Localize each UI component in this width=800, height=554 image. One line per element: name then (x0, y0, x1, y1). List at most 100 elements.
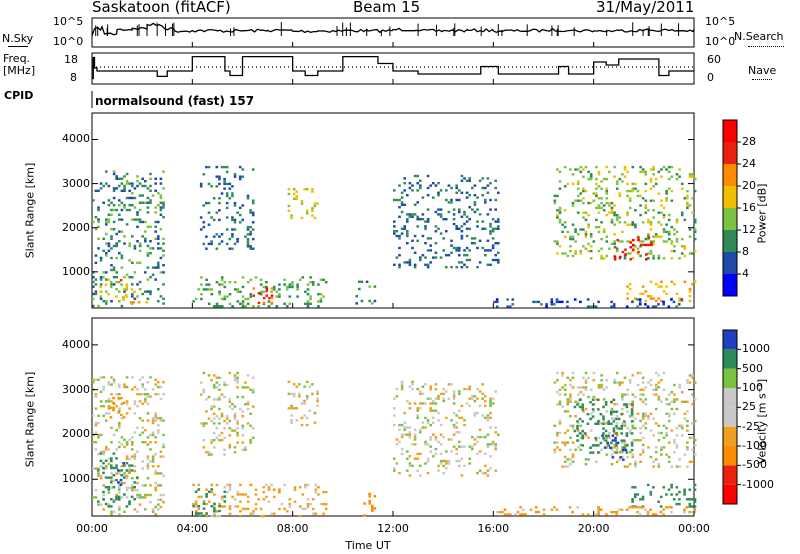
velocity-cell (146, 462, 150, 465)
velocity-cell (683, 417, 687, 420)
power-cell (120, 266, 124, 269)
velocity-cell (223, 486, 227, 489)
velocity-cell (595, 398, 598, 401)
power-cell (574, 230, 577, 234)
power-cell (398, 246, 401, 250)
power-cell (667, 213, 671, 217)
velocity-cell (678, 490, 681, 494)
velocity-cell (675, 486, 679, 489)
power-cell (691, 175, 694, 178)
velocity-cell (118, 484, 121, 487)
velocity-cell (665, 427, 668, 430)
power-cell (419, 256, 422, 259)
velocity-cell (223, 448, 226, 451)
power-cell (481, 246, 484, 250)
power-cell (424, 263, 427, 266)
velocity-cell (223, 381, 226, 384)
power-cell (283, 278, 286, 281)
power-cell (231, 233, 234, 236)
power-cell (631, 249, 635, 253)
power-cell (450, 201, 453, 204)
velocity-cell (128, 471, 131, 474)
power-cell (159, 228, 163, 231)
velocity-cell (316, 390, 319, 393)
velocity-cell (393, 423, 396, 427)
power-cell (149, 184, 152, 188)
velocity-cell (641, 498, 645, 501)
velocity-cell (683, 508, 686, 511)
velocity-cell (602, 415, 605, 418)
velocity-cell (437, 440, 440, 444)
velocity-cell (693, 439, 697, 442)
velocity-cell (445, 416, 448, 420)
velocity-cell (670, 493, 673, 496)
velocity-cell (236, 379, 239, 382)
power-cell (205, 288, 208, 291)
velocity-cell (644, 386, 648, 389)
power-cell (460, 174, 464, 178)
velocity-cell (205, 495, 208, 498)
velocity-cell (628, 431, 632, 435)
power-cell (154, 230, 157, 233)
velocity-cell (628, 429, 632, 432)
velocity-cell (141, 393, 144, 396)
power-cell (424, 256, 427, 259)
velocity-cell (639, 427, 642, 430)
power-cell (136, 218, 139, 221)
velocity-cell (662, 371, 666, 375)
power-cell (657, 303, 660, 306)
velocity-cell (138, 400, 142, 403)
power-cell (688, 204, 692, 207)
velocity-cell (283, 507, 286, 511)
velocity-cell (657, 386, 661, 389)
power-cell (600, 237, 603, 241)
velocity-colorbar-tick-label: -100 (742, 439, 767, 452)
power-cell (600, 201, 603, 205)
velocity-cell (197, 505, 201, 508)
velocity-cell (563, 383, 567, 387)
velocity-cell (92, 381, 95, 384)
velocity-cell (311, 507, 315, 511)
power-cell (486, 184, 490, 187)
velocity-cell (429, 445, 432, 448)
velocity-cell (569, 436, 572, 439)
power-cell (632, 243, 635, 247)
power-cell (631, 245, 635, 248)
velocity-cell (218, 383, 221, 387)
power-cell (621, 250, 625, 254)
velocity-cell (154, 383, 157, 386)
velocity-cell (311, 392, 314, 396)
velocity-cell (213, 514, 216, 517)
power-cell (595, 192, 598, 195)
velocity-cell (631, 439, 635, 442)
velocity-cell (118, 472, 121, 475)
velocity-cell (218, 422, 221, 425)
velocity-cell (151, 433, 155, 437)
velocity-cell (205, 488, 208, 491)
power-cell (629, 246, 632, 249)
power-cell (213, 305, 216, 308)
velocity-cell (631, 500, 634, 503)
power-cell (141, 184, 144, 188)
power-cell (94, 228, 98, 231)
power-cell (120, 230, 124, 233)
velocity-cell (478, 435, 482, 439)
velocity-cell (295, 407, 299, 410)
velocity-cell (623, 403, 626, 406)
velocity-cell (634, 417, 637, 420)
velocity-cell (154, 505, 157, 509)
power-cell (468, 206, 471, 209)
velocity-cell (411, 464, 414, 468)
power-cell (159, 206, 163, 209)
velocity-cell (215, 415, 219, 418)
power-cell (582, 168, 585, 171)
velocity-cell (231, 429, 234, 432)
power-cell (639, 213, 642, 217)
power-cell (265, 281, 268, 284)
power-cell (319, 297, 323, 301)
velocity-cell (452, 392, 456, 396)
velocity-cell (146, 395, 150, 398)
velocity-cell (589, 412, 593, 415)
velocity-cell (439, 462, 443, 465)
power-cell (550, 303, 554, 306)
